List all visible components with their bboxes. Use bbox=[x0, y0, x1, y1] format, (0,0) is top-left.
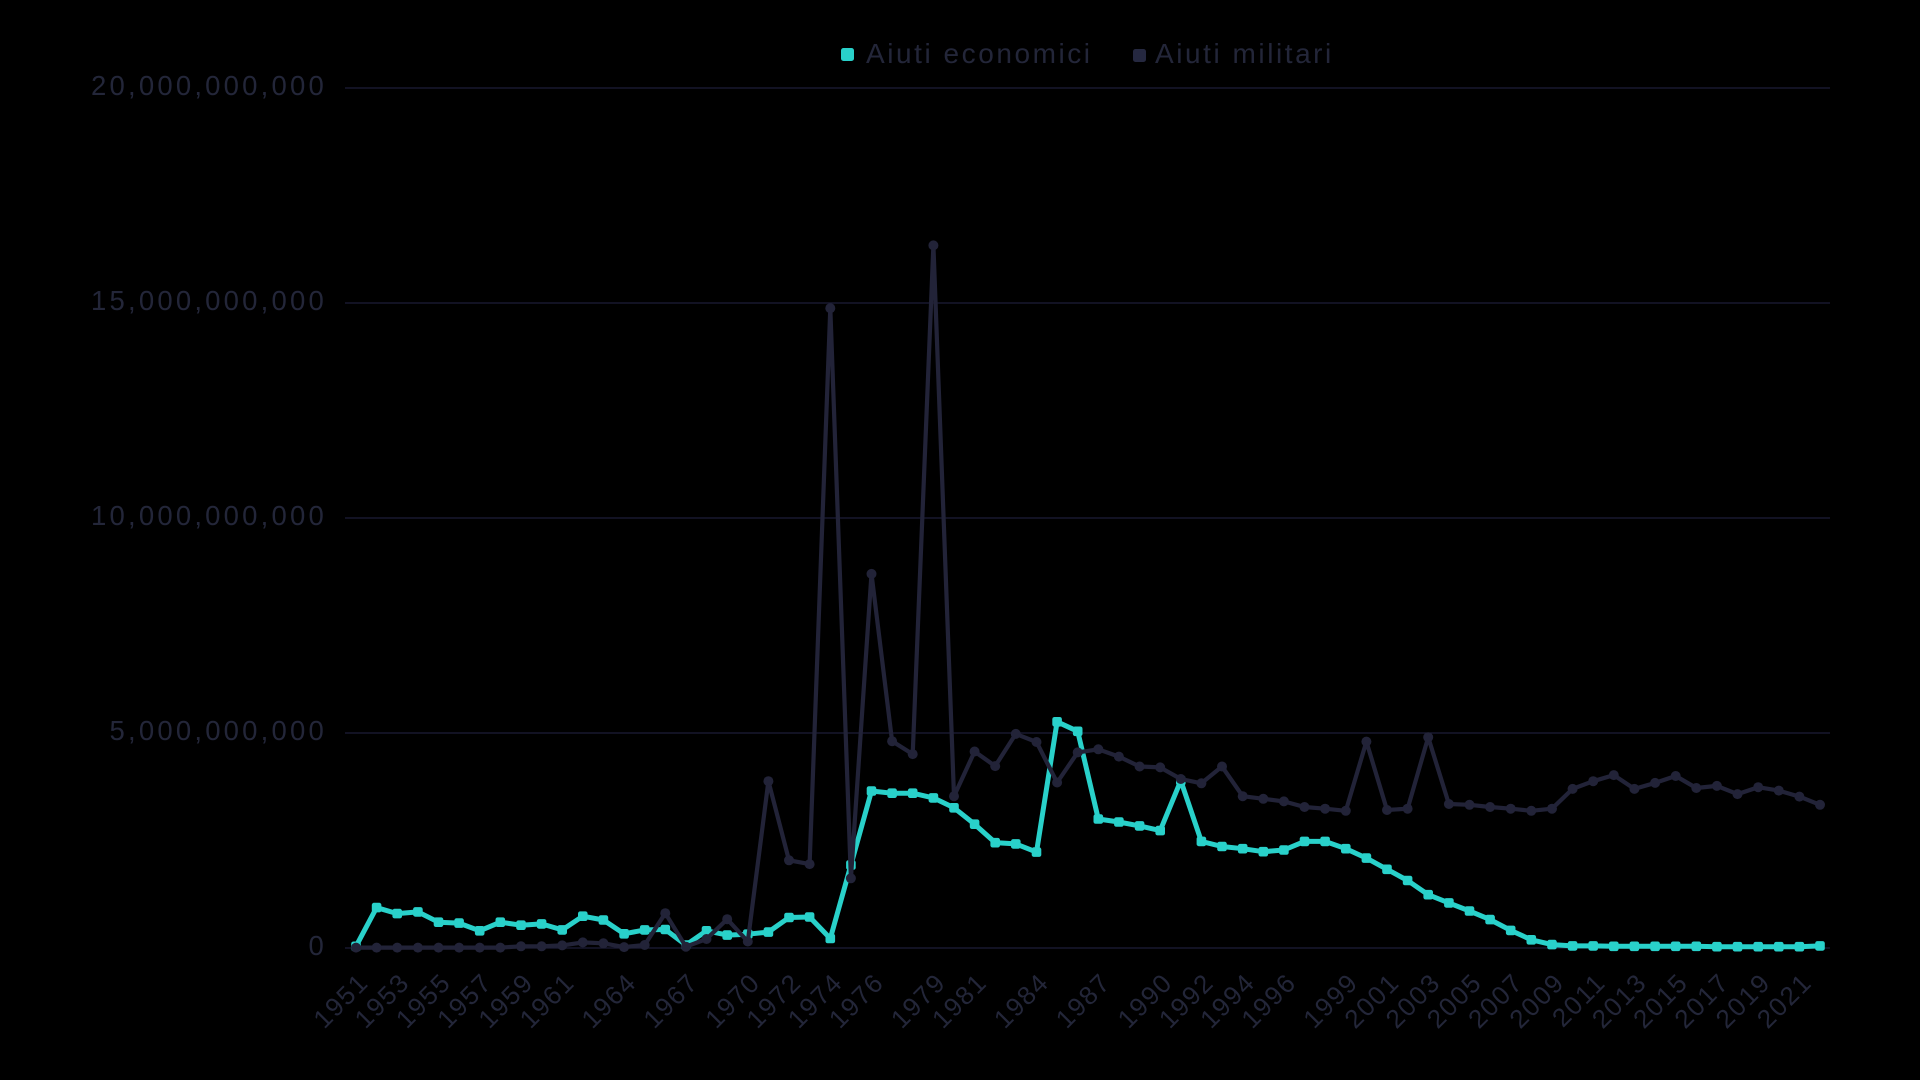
svg-text:15,000,000,000: 15,000,000,000 bbox=[91, 285, 327, 316]
svg-text:20,000,000,000: 20,000,000,000 bbox=[91, 70, 327, 101]
svg-text:Aiuti economici: Aiuti economici bbox=[866, 38, 1093, 69]
svg-text:10,000,000,000: 10,000,000,000 bbox=[91, 500, 327, 531]
svg-text:Aiuti militari: Aiuti militari bbox=[1155, 38, 1334, 69]
svg-text:0: 0 bbox=[309, 930, 328, 961]
svg-text:5,000,000,000: 5,000,000,000 bbox=[110, 715, 327, 746]
